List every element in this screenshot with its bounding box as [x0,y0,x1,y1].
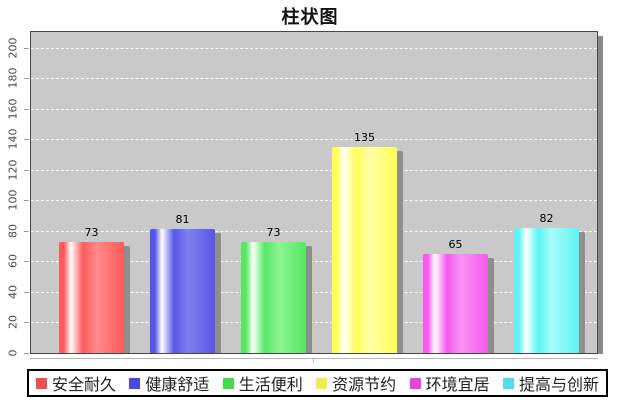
y-axis-tick [24,47,29,49]
bar-资源节约 [332,147,397,353]
bar-生活便利 [241,241,306,353]
legend: 安全耐久 健康舒适 生活便利 资源节约 环境宜居 提高与创新 [27,369,608,397]
gridline-100 [31,200,597,202]
y-axis-tick [24,78,29,80]
legend-swatch [222,377,234,389]
y-axis-label: 40 [6,284,20,299]
legend-swatch [409,377,421,389]
legend-label: 生活便利 [238,375,303,394]
bar-value-label: 73 [266,225,281,239]
y-axis-tick [24,353,29,354]
y-axis-label: 100 [6,189,20,211]
x-axis-tick [313,358,314,363]
legend-swatch [36,377,47,389]
legend-label: 健康舒适 [145,375,210,394]
y-axis-label: 160 [6,98,20,120]
y-axis-label: 60 [6,254,20,269]
gridline-200 [31,47,597,49]
gridline-160 [31,108,597,110]
y-axis-label: 140 [6,128,20,150]
gridline-180 [31,78,597,80]
y-axis-label: 120 [6,159,20,181]
bar-提高与创新 [514,227,579,353]
bar-安全耐久 [59,241,124,353]
legend-label: 环境宜居 [425,375,490,394]
y-axis-label: 80 [6,223,20,238]
y-axis-tick [24,108,29,110]
legend-item-资源节约: 资源节约 [316,371,396,395]
legend-item-安全耐久: 安全耐久 [36,371,116,395]
bar-value-label: 65 [448,237,463,251]
legend-label: 安全耐久 [52,375,117,394]
legend-label: 资源节约 [332,375,397,394]
y-axis-tick [24,261,29,263]
y-axis-tick [24,230,29,232]
y-axis-tick [24,200,29,202]
legend-swatch [129,377,141,389]
gridline-120 [31,169,597,171]
gridline-40 [31,291,597,293]
legend-item-环境宜居: 环境宜居 [409,371,490,395]
gridline-20 [31,322,597,324]
x-axis-line [30,358,598,359]
bar-健康舒适 [150,229,215,353]
y-axis-tick [24,139,29,141]
bar-value-label: 73 [84,225,99,239]
legend-item-健康舒适: 健康舒适 [129,371,209,395]
y-axis-tick [24,291,29,293]
plot-area: 73 81 73 135 65 82 [30,31,598,354]
legend-swatch [502,377,514,389]
y-axis-label: 180 [6,67,20,89]
y-axis-label: 0 [6,349,20,357]
y-axis-label: 20 [6,315,20,330]
y-axis-tick [24,169,29,171]
y-axis-tick [24,322,29,324]
bar-value-label: 82 [539,211,554,225]
bar-value-label: 135 [354,131,375,145]
gridline-140 [31,139,597,141]
bar-环境宜居 [423,253,488,353]
chart-title: 柱状图 [281,7,339,28]
bar-value-label: 81 [175,213,190,227]
gridline-60 [31,261,597,263]
legend-item-生活便利: 生活便利 [222,371,303,395]
y-axis-label: 200 [6,37,20,59]
plot-shadow [598,36,603,354]
legend-label: 提高与创新 [518,375,599,394]
gridline-80 [31,230,597,232]
legend-item-提高与创新: 提高与创新 [502,371,599,395]
legend-swatch [316,377,328,389]
